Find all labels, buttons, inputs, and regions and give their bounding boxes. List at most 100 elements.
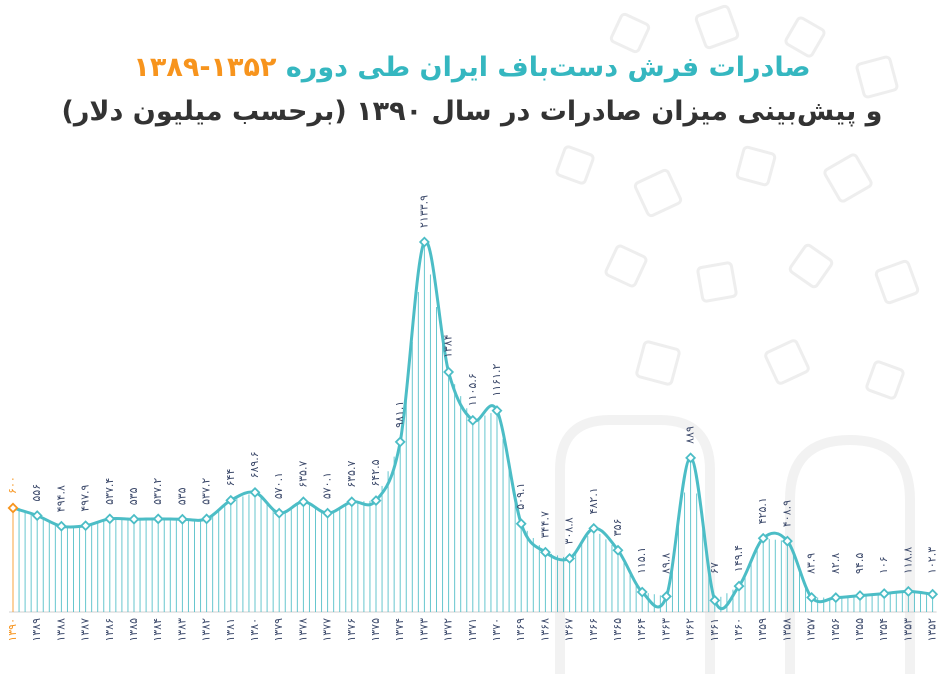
data-value-label: ۵۳۷.۲ <box>151 478 164 505</box>
data-value-label: ۵۳۷.۲ <box>200 478 213 505</box>
data-value-label: ۶۴۴ <box>224 469 237 487</box>
data-point-marker <box>467 414 479 426</box>
data-point-marker <box>55 520 67 532</box>
data-value-label: ۱۱۶۱.۲ <box>490 364 503 397</box>
data-value-label: ۱۱۸.۸ <box>901 547 914 574</box>
data-value-label: ۱۱۵.۱ <box>635 547 648 574</box>
data-value-label: ۴۰۸.۹ <box>780 500 793 527</box>
data-point-marker <box>394 436 406 448</box>
data-value-label: ۸۸۹ <box>684 426 697 444</box>
data-point-marker <box>830 592 842 604</box>
data-value-label: ۳۰۸.۸ <box>563 517 576 544</box>
x-tick-label: ۱۳۵۸ <box>780 618 793 642</box>
data-value-label: ۵۷۰.۱ <box>272 472 285 499</box>
x-tick-label: ۱۳۵۷ <box>805 618 818 642</box>
data-point-marker <box>878 588 890 600</box>
x-tick-label: ۱۳۵۴ <box>877 618 890 642</box>
chart-title-line-2: و پیش‌بینی میزان صادرات در سال ۱۳۹۰ (برح… <box>61 96 883 127</box>
data-value-label: ۶۸۹.۶ <box>248 451 261 478</box>
data-point-marker <box>7 502 19 514</box>
data-point-marker <box>927 588 939 600</box>
data-value-label: ۱۰۲.۳ <box>926 547 939 574</box>
data-point-marker <box>346 496 358 508</box>
data-value-label: ۸۳.۹ <box>805 553 818 574</box>
data-point-marker <box>128 513 140 525</box>
x-tick-label: ۱۳۷۱ <box>466 618 479 642</box>
chart-title-line-1: صادرات فرش دست‌باف ایران طی دوره ۱۳۵۲-۱۳… <box>0 52 944 83</box>
data-point-marker <box>588 522 600 534</box>
x-tick-label: ۱۳۶۷ <box>563 618 576 642</box>
data-value-label: ۵۳۷.۴ <box>103 478 116 505</box>
x-tick-label: ۱۳۸۶ <box>103 618 116 642</box>
x-tick-label: ۱۳۶۳ <box>659 618 672 642</box>
data-point-marker <box>418 236 430 248</box>
data-point-marker <box>176 513 188 525</box>
data-point-marker <box>31 510 43 522</box>
x-tick-label: ۱۳۶۱ <box>708 618 721 642</box>
data-value-label: ۴۹۷.۹ <box>79 484 92 511</box>
x-tick-label: ۱۳۸۵ <box>127 618 140 642</box>
data-point-marker <box>733 580 745 592</box>
data-point-marker <box>636 586 648 598</box>
data-value-label: ۸۲.۸ <box>829 553 842 574</box>
data-point-marker <box>709 594 721 606</box>
data-point-marker <box>491 405 503 417</box>
data-value-label: ۶۷ <box>708 562 721 574</box>
data-point-marker <box>539 546 551 558</box>
data-point-marker <box>225 494 237 506</box>
data-point-marker <box>273 507 285 519</box>
data-point-marker <box>443 366 455 378</box>
data-value-label: ۱۴۹.۴ <box>732 545 745 572</box>
x-tick-label: ۱۳۶۵ <box>611 618 624 642</box>
data-point-marker <box>515 518 527 530</box>
data-value-label: ۲۱۳۳.۹ <box>417 195 430 228</box>
data-point-marker <box>201 513 213 525</box>
data-point-marker <box>104 513 116 525</box>
x-tick-label: ۱۳۵۳ <box>901 618 914 642</box>
data-point-marker <box>249 486 261 498</box>
x-tick-label: ۱۳۸۹ <box>30 618 43 642</box>
data-point-marker <box>685 452 697 464</box>
data-point-marker <box>322 507 334 519</box>
data-point-marker <box>152 513 164 525</box>
data-point-marker <box>80 520 92 532</box>
x-tick-label: ۱۳۶۲ <box>684 618 697 642</box>
x-tick-label: ۱۳۸۴ <box>151 618 164 642</box>
data-point-marker <box>660 590 672 602</box>
data-value-label: ۵۳۵ <box>175 487 188 505</box>
x-tick-label: ۱۳۷۴ <box>393 618 406 642</box>
x-tick-label: ۱۳۷۹ <box>272 618 285 642</box>
data-value-label: ۴۹۴.۸ <box>54 485 67 512</box>
data-value-label: ۵۰۹.۱ <box>514 483 527 510</box>
data-point-marker <box>757 532 769 544</box>
x-tick-label: ۱۳۶۰ <box>732 618 745 642</box>
x-tick-label: ۱۳۸۳ <box>175 618 188 642</box>
data-point-marker <box>781 535 793 547</box>
data-value-label: ۱۳۸۴ <box>442 334 455 358</box>
data-value-label: ۸۹.۸ <box>659 553 672 574</box>
x-tick-label: ۱۳۷۸ <box>296 618 309 642</box>
x-tick-label: ۱۳۵۵ <box>853 618 866 642</box>
data-value-label: ۱۰۶ <box>877 556 890 574</box>
x-tick-label: ۱۳۸۰ <box>248 618 261 642</box>
data-point-marker <box>297 496 309 508</box>
data-value-label: ۵۵۶ <box>30 484 43 502</box>
data-value-label: ۵۳۵ <box>127 487 140 505</box>
x-tick-label: ۱۳۵۶ <box>829 618 842 642</box>
x-tick-label: ۱۳۷۰ <box>490 618 503 642</box>
data-point-marker <box>370 495 382 507</box>
data-point-marker <box>902 585 914 597</box>
data-value-label: ۳۵۶ <box>611 519 624 537</box>
x-tick-label: ۱۳۸۷ <box>79 618 92 642</box>
data-value-label: ۴۸۲.۱ <box>587 487 600 514</box>
x-tick-label: ۱۳۷۶ <box>345 618 358 642</box>
data-value-label: ۱۱۰۵.۶ <box>466 373 479 406</box>
chart-title-range: ۱۳۵۲-۱۳۸۹ <box>133 52 277 83</box>
data-value-label: ۴۲۵.۱ <box>756 497 769 524</box>
data-point-marker <box>564 552 576 564</box>
x-tick-label: ۱۳۶۶ <box>587 618 600 642</box>
x-tick-label: ۱۳۶۹ <box>514 618 527 642</box>
data-point-marker <box>854 590 866 602</box>
